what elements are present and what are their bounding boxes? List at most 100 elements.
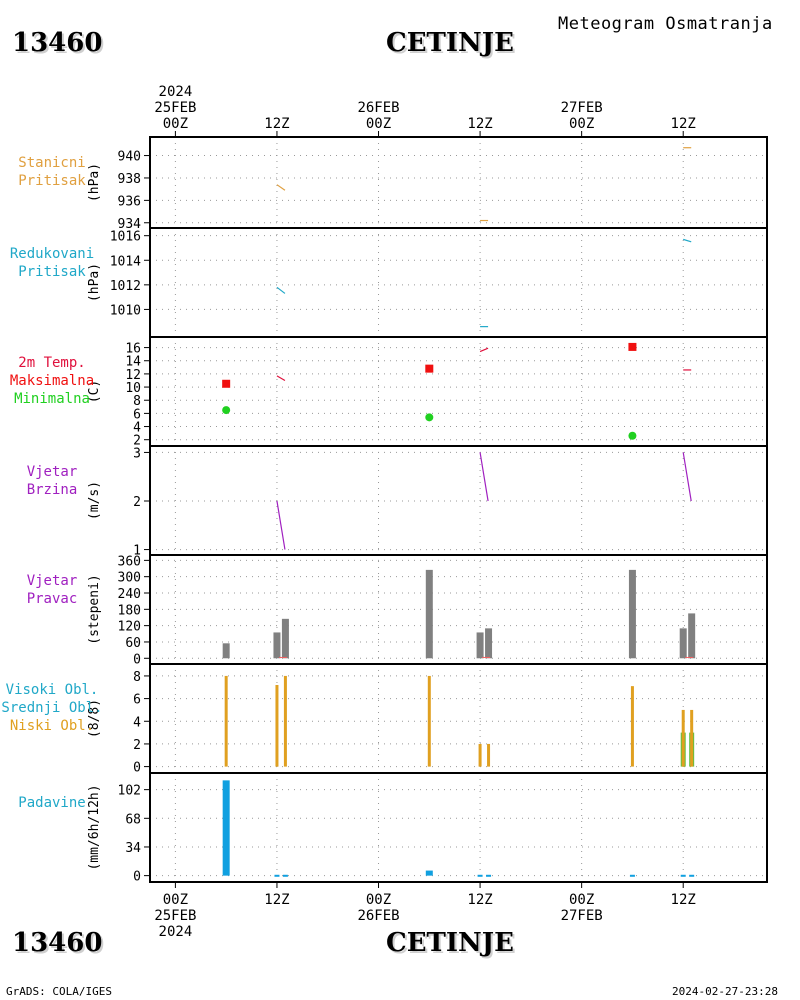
tmin-point <box>628 431 637 440</box>
y-tick-label: 34 <box>125 841 141 856</box>
data-segment <box>276 184 286 191</box>
x-tick-label-bottom: 27FEB <box>561 908 603 924</box>
y-tick-label: 938 <box>118 172 141 187</box>
precip-bar <box>486 874 492 877</box>
y-tick-label: 936 <box>118 194 141 209</box>
panel-label: Niski Obl. <box>10 718 94 734</box>
x-tick-label-top: 25FEB <box>154 100 196 116</box>
y-tick-label: 10 <box>125 381 141 396</box>
cloud-low-bar <box>224 675 228 767</box>
wind-direction-bar <box>679 628 687 659</box>
x-tick-label-bottom: 12Z <box>264 892 289 908</box>
tmax-point <box>222 379 231 388</box>
precip-bar <box>680 874 686 877</box>
y-tick-label: 1016 <box>110 230 141 245</box>
cloud-low-bar <box>630 686 634 767</box>
y-tick-label: 2 <box>133 434 141 449</box>
station-name-bottom: CETINJE <box>386 928 514 958</box>
panel-label: Padavine <box>18 795 85 811</box>
data-segment <box>276 500 286 550</box>
temp-segment <box>276 375 286 382</box>
y-tick-label: 8 <box>133 394 141 409</box>
panel-frame <box>149 336 768 447</box>
wind-direction-bar <box>628 569 636 659</box>
wind-direction-bar <box>476 632 484 659</box>
panel-frame <box>149 227 768 338</box>
y-tick-label: 1010 <box>110 303 141 318</box>
y-axis-label: (stepeni) <box>87 574 102 644</box>
panel-frame <box>149 554 768 665</box>
y-tick-label: 240 <box>118 587 141 602</box>
panel-label: Visoki Obl. <box>6 682 99 698</box>
panel-label: Srednji Obl. <box>1 700 102 716</box>
render-timestamp: 2024-02-27-23:28 <box>672 985 778 998</box>
y-tick-label: 4 <box>133 715 141 730</box>
y-axis-label: (m/s) <box>87 481 102 520</box>
x-tick-label-top: 00Z <box>569 116 594 132</box>
x-tick-label-top: 00Z <box>366 116 391 132</box>
x-tick-label-top: 27FEB <box>561 100 603 116</box>
panel-label: Minimalna <box>14 391 90 407</box>
panel-label: Pritisak <box>18 264 86 280</box>
x-tick-label-top: 12Z <box>467 116 492 132</box>
panel-label: 2m Temp. <box>18 355 85 371</box>
y-tick-label: 60 <box>125 636 141 651</box>
wind-direction-bar <box>485 628 493 659</box>
tmax-point <box>628 342 637 351</box>
panel-label: Vjetar <box>27 573 78 589</box>
precip-bar <box>689 874 695 877</box>
y-tick-label: 1 <box>133 544 141 559</box>
y-tick-label: 180 <box>118 603 141 618</box>
precip-bar <box>222 780 230 876</box>
x-tick-label-bottom: 12Z <box>671 892 696 908</box>
y-tick-label: 120 <box>118 620 141 635</box>
y-tick-label: 934 <box>118 217 142 232</box>
x-tick-label-bottom: 00Z <box>569 892 594 908</box>
panel-frame <box>149 772 768 883</box>
tmin-point <box>222 406 231 415</box>
x-tick-label-bottom: 00Z <box>163 892 188 908</box>
y-tick-label: 1012 <box>110 279 141 294</box>
x-tick-label-bottom: 25FEB <box>154 908 196 924</box>
cloud-low-bar <box>487 743 491 767</box>
y-tick-label: 6 <box>133 693 141 708</box>
panel-label: Maksimalna <box>10 373 94 389</box>
x-tick-label-bottom: 26FEB <box>357 908 399 924</box>
data-segment <box>276 286 286 294</box>
cloud-low-bar <box>681 709 685 767</box>
cloud-low-bar <box>275 685 279 767</box>
panel-label: Vjetar <box>27 464 78 480</box>
panel-frame <box>149 445 768 556</box>
x-tick-label-top: 26FEB <box>357 100 399 116</box>
wind-direction-bar <box>425 569 433 659</box>
precip-bar <box>629 874 635 877</box>
temp-segment <box>479 347 489 353</box>
station-id-top: 13460 <box>12 28 103 58</box>
y-axis-label: (hPa) <box>87 263 102 302</box>
y-tick-label: 0 <box>133 652 141 667</box>
cloud-low-bar <box>478 743 482 767</box>
tmax-point <box>425 364 434 373</box>
panel-label: Stanicni <box>18 155 85 171</box>
y-tick-label: 3 <box>133 446 141 461</box>
y-axis-label: (C) <box>87 380 102 403</box>
y-tick-label: 4 <box>133 421 141 436</box>
data-segment <box>479 452 489 502</box>
software-credit: GrADS: COLA/IGES <box>6 985 112 998</box>
y-tick-label: 12 <box>125 368 141 383</box>
wind-direction-bar <box>222 643 230 659</box>
data-segment <box>683 238 692 243</box>
station-id-bottom: 13460 <box>12 928 103 958</box>
y-tick-label: 8 <box>133 670 141 685</box>
panel-label: Pritisak <box>18 173 86 189</box>
y-tick-label: 0 <box>133 761 141 776</box>
panel-frame <box>149 663 768 774</box>
x-tick-label-bottom: 00Z <box>366 892 391 908</box>
y-tick-label: 0 <box>133 870 141 885</box>
y-tick-label: 360 <box>118 554 141 569</box>
precip-bar <box>282 874 288 877</box>
y-tick-label: 102 <box>118 784 141 799</box>
x-tick-label-top: 00Z <box>163 116 188 132</box>
x-tick-label-bottom: 12Z <box>467 892 492 908</box>
